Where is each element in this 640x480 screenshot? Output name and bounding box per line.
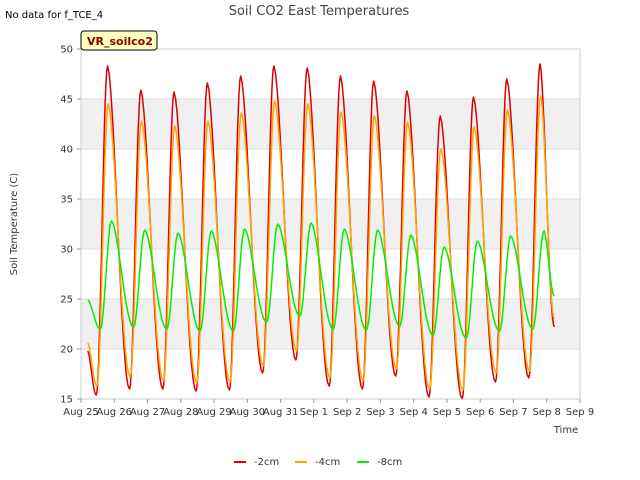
x-tick-label: Sep 4 bbox=[399, 407, 427, 418]
x-tick-label: Sep 8 bbox=[533, 407, 561, 418]
y-tick-label: 15 bbox=[60, 395, 73, 406]
legend-label: -8cm bbox=[377, 457, 402, 468]
series-line-minus-8cm bbox=[87, 220, 555, 339]
y-tick-label: 30 bbox=[60, 245, 73, 256]
legend-label: -2cm bbox=[254, 457, 279, 468]
x-tick-label: Aug 25 bbox=[63, 407, 98, 418]
shaded-band bbox=[81, 199, 580, 249]
plot-frame bbox=[80, 48, 581, 400]
x-tick-label: Aug 28 bbox=[163, 407, 198, 418]
x-axis-label: Time bbox=[553, 425, 578, 436]
x-tick-label: Sep 7 bbox=[499, 407, 527, 418]
y-tick-label: 20 bbox=[60, 345, 73, 356]
y-tick-label: 25 bbox=[60, 295, 73, 306]
x-tick-label: Aug 30 bbox=[230, 407, 265, 418]
x-tick-label: Sep 9 bbox=[566, 407, 594, 418]
plot-background bbox=[81, 49, 580, 399]
x-tick-label: Sep 1 bbox=[300, 407, 328, 418]
shaded-band bbox=[81, 99, 580, 149]
site-badge-text: VR_soilco2 bbox=[87, 35, 153, 48]
x-tick-label: Aug 26 bbox=[97, 407, 132, 418]
series-lines bbox=[87, 63, 556, 400]
x-tick-label: Aug 29 bbox=[196, 407, 231, 418]
legend-label: -4cm bbox=[315, 457, 340, 468]
x-tick-label: Aug 31 bbox=[263, 407, 298, 418]
site-badge: VR_soilco2 bbox=[80, 30, 158, 51]
y-axis: 15 20 25 30 35 40 45 50 bbox=[60, 45, 81, 406]
y-tick-label: 40 bbox=[60, 145, 73, 156]
chart-title: Soil CO2 East Temperatures bbox=[229, 4, 410, 19]
x-tick-label: Sep 2 bbox=[333, 407, 361, 418]
y-axis-label: Soil Temperature (C) bbox=[9, 173, 20, 276]
x-tick-label: Sep 3 bbox=[366, 407, 394, 418]
y-tick-label: 50 bbox=[60, 45, 73, 56]
legend: -2cm -4cm -8cm bbox=[234, 457, 402, 468]
y-tick-label: 35 bbox=[60, 195, 73, 206]
no-data-note: No data for f_TCE_4 bbox=[5, 10, 103, 21]
x-tick-label: Sep 5 bbox=[433, 407, 461, 418]
y-tick-label: 45 bbox=[60, 95, 73, 106]
x-tick-label: Sep 6 bbox=[466, 407, 494, 418]
x-tick-label: Aug 27 bbox=[130, 407, 165, 418]
